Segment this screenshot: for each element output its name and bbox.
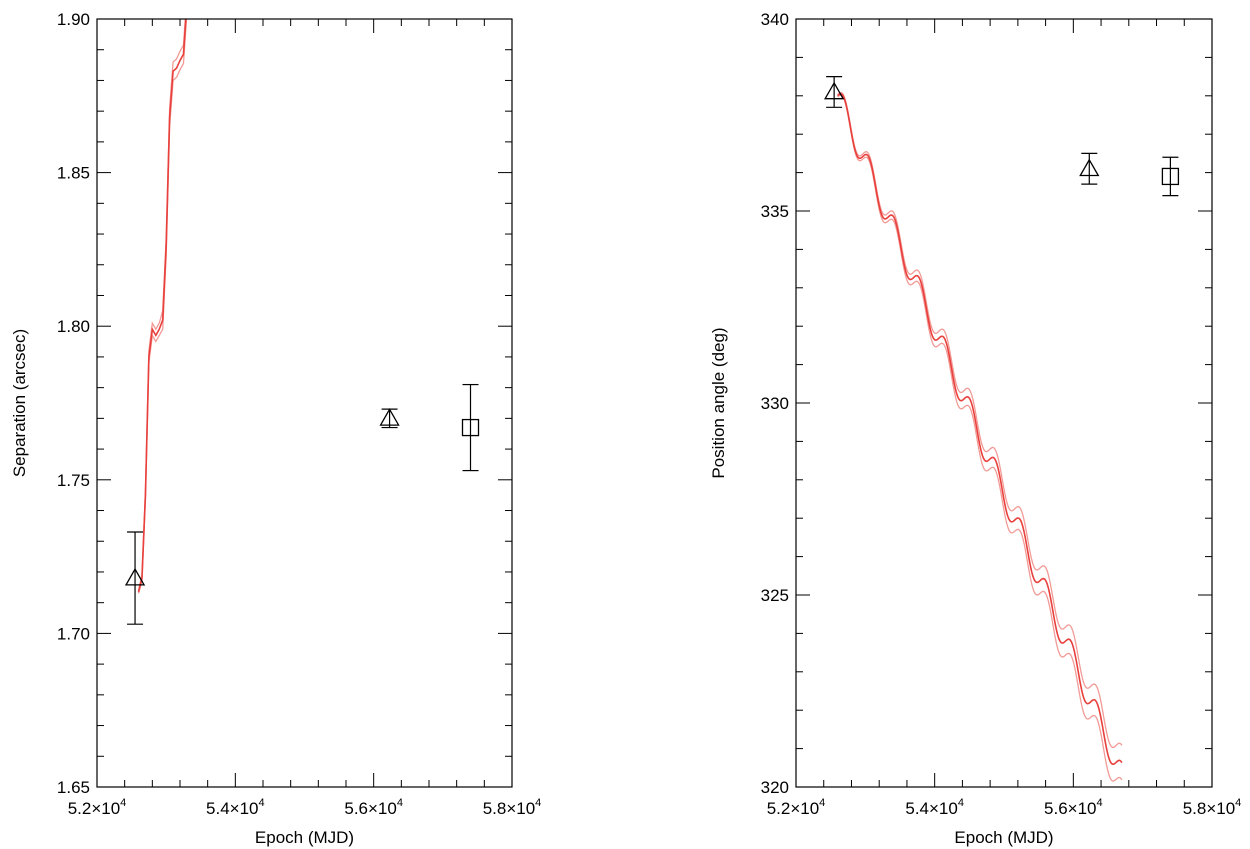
- y-tick-label: 1.80: [57, 317, 90, 336]
- model-lower-bound-line: [137, 19, 188, 594]
- x-tick-label: 5.4×104: [206, 797, 265, 818]
- y-tick-label: 320: [761, 778, 789, 797]
- x-axis-label: Epoch (MJD): [954, 828, 1053, 847]
- triangle-marker: [379, 408, 400, 426]
- y-tick-label: 1.90: [57, 10, 90, 29]
- x-axis-label: Epoch (MJD): [255, 828, 354, 847]
- y-tick-label: 330: [761, 394, 789, 413]
- square-marker: [461, 418, 480, 437]
- y-tick-label: 1.65: [57, 778, 90, 797]
- plot-frame: [795, 18, 1213, 788]
- y-tick-label: 340: [761, 10, 789, 29]
- data-point-triangle: [124, 531, 146, 625]
- x-tick-label: 5.8×104: [1183, 797, 1242, 818]
- x-tick-label: 5.8×104: [483, 797, 542, 818]
- y-tick-label: 1.85: [57, 164, 90, 183]
- data-point-triangle: [379, 408, 400, 429]
- plot-frame: [96, 18, 513, 788]
- square-marker: [1161, 167, 1180, 186]
- x-tick-label: 5.2×104: [68, 797, 127, 818]
- data-point-triangle: [1079, 152, 1100, 185]
- triangle-marker: [1079, 158, 1100, 177]
- separation-panel: 5.2×104 5.4×104 5.6×104 5.8×104 1.65 1.70 1.75…: [10, 10, 542, 847]
- model-curves: [137, 19, 188, 594]
- data-point-square: [1161, 156, 1180, 197]
- x-tick-label: 5.6×104: [1044, 797, 1103, 818]
- model-upper-bound-line: [837, 91, 1123, 749]
- position-angle-panel: 5.2×104 5.4×104 5.6×104 5.8×104 320 325 330 335…: [709, 10, 1241, 847]
- model-upper-bound-line: [137, 19, 186, 591]
- model-best-fit-line: [837, 93, 1123, 766]
- y-tick-label: 1.75: [57, 471, 90, 490]
- y-axis-label: Separation (arcsec): [10, 329, 29, 477]
- y-axis-label: Position angle (deg): [709, 327, 728, 478]
- data-point-triangle: [824, 75, 845, 108]
- model-lower-bound-line: [837, 94, 1123, 782]
- x-tick-label: 5.6×104: [344, 797, 403, 818]
- data-point-square: [461, 383, 480, 472]
- y-tick-label: 325: [761, 586, 789, 605]
- model-curves: [837, 91, 1123, 782]
- model-best-fit-line: [137, 19, 187, 593]
- y-tick-label: 1.70: [57, 624, 90, 643]
- triangle-marker: [124, 567, 146, 586]
- y-tick-label: 335: [761, 202, 789, 221]
- x-tick-label: 5.4×104: [905, 797, 964, 818]
- x-tick-label: 5.2×104: [767, 797, 826, 818]
- triangle-marker: [824, 81, 845, 100]
